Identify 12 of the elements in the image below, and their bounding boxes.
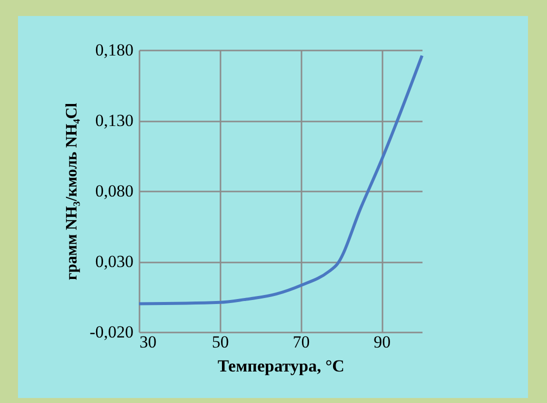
y-tick-label: 0,080 <box>95 182 134 200</box>
y-tick-label: 0,130 <box>95 111 134 130</box>
y-axis-title: грамм NH₃/кмоль NH₄Cl <box>64 102 81 280</box>
x-tick-label: 90 <box>374 332 391 352</box>
x-tick-label: 70 <box>292 332 310 352</box>
y-tick-label: 0,180 <box>95 40 134 60</box>
x-axis-title: Температура, °C <box>218 356 344 376</box>
line-series <box>138 54 424 306</box>
y-tick-label: -0,020 <box>90 322 134 342</box>
x-tick-label: 30 <box>140 332 156 352</box>
x-tick-label: 50 <box>212 332 229 352</box>
y-tick-label: 0,030 <box>95 252 134 271</box>
